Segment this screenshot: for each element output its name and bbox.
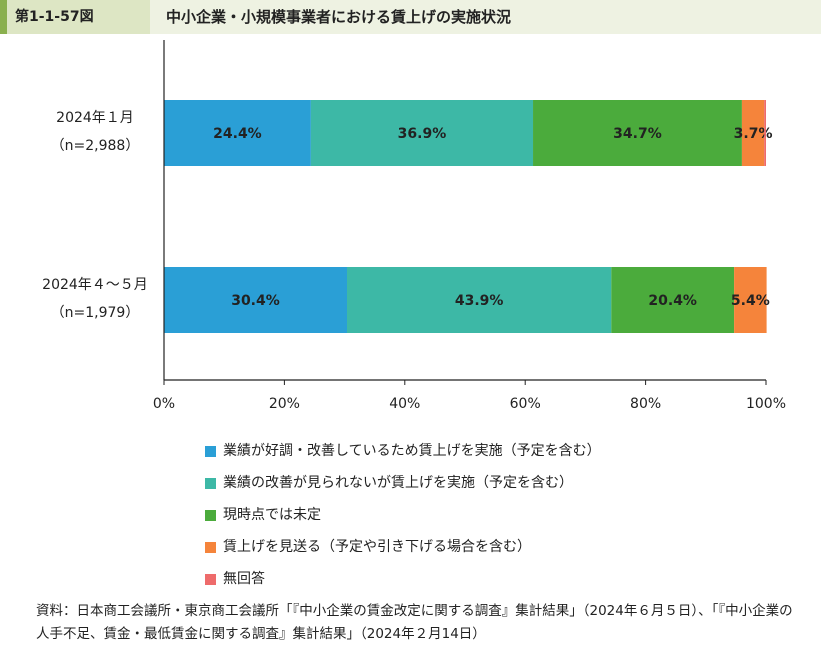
legend-swatch (205, 478, 216, 489)
legend-swatch (205, 574, 216, 585)
legend-swatch (205, 510, 216, 521)
x-tick-label: 100% (746, 396, 786, 412)
category-n-label: （n=1,979） (51, 305, 140, 321)
legend-swatch (205, 542, 216, 553)
legend-label: 現時点では未定 (223, 507, 321, 523)
bar-segment (310, 100, 534, 166)
chart-legend: 業績が好調・改善しているため賃上げを実施（予定を含む） 業績の改善が見られないが賃… (205, 441, 601, 601)
figure-header: 第1-1-57図 中小企業・小規模事業者における賃上げの実施状況 (0, 0, 821, 34)
legend-item: 業績の改善が見られないが賃上げを実施（予定を含む） (205, 473, 601, 493)
x-tick-label: 0% (153, 396, 175, 412)
category-n-label: （n=2,988） (51, 138, 140, 154)
legend-item: 現時点では未定 (205, 505, 601, 525)
legend-swatch (205, 446, 216, 457)
x-tick-label: 60% (510, 396, 541, 412)
data-label: 30.4% (231, 293, 280, 309)
x-tick-label: 40% (389, 396, 420, 412)
legend-item: 無回答 (205, 569, 601, 589)
data-label: 36.9% (398, 126, 447, 142)
legend-label: 賃上げを見送る（予定や引き下げる場合を含む） (223, 539, 531, 555)
legend-item: 業績が好調・改善しているため賃上げを実施（予定を含む） (205, 441, 601, 461)
bar-segment (533, 100, 742, 166)
bar-segment (164, 267, 348, 333)
data-label: 5.4% (731, 293, 770, 309)
bar-segment (611, 267, 735, 333)
bar-segment (764, 100, 766, 166)
source-note: 資料：日本商工会議所・東京商工会議所「『中小企業の賃金改定に関する調査』集計結果… (36, 603, 793, 642)
stacked-bar-chart: 24.4% 36.9% 34.7% 3.7% 2024年１月 （n=2,988） 30.4%… (42, 40, 786, 412)
legend-item: 賃上げを見送る（予定や引き下げる場合を含む） (205, 537, 601, 557)
data-label: 3.7% (734, 126, 773, 142)
data-label: 20.4% (648, 293, 697, 309)
category-label: 2024年１月 (56, 110, 134, 126)
data-label: 24.4% (213, 126, 262, 142)
data-label: 34.7% (613, 126, 662, 142)
legend-label: 業績の改善が見られないが賃上げを実施（予定を含む） (223, 475, 573, 491)
data-label: 43.9% (455, 293, 504, 309)
bar-segment (734, 267, 767, 333)
legend-label: 無回答 (223, 571, 265, 587)
x-tick-label: 80% (630, 396, 661, 412)
figure-title: 中小企業・小規模事業者における賃上げの実施状況 (150, 0, 821, 34)
bar-segment (164, 100, 311, 166)
category-label: 2024年４～５月 (42, 277, 148, 293)
legend-label: 業績が好調・改善しているため賃上げを実施（予定を含む） (223, 443, 601, 459)
x-tick-label: 20% (269, 396, 300, 412)
figure-number: 第1-1-57図 (0, 0, 150, 34)
bar-segment (347, 267, 612, 333)
bar-segment (741, 100, 765, 166)
